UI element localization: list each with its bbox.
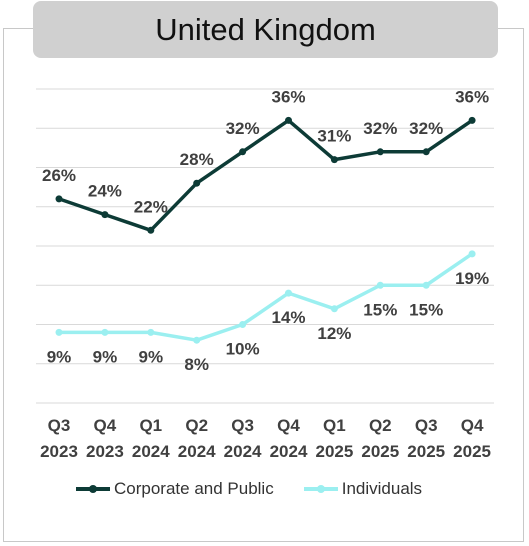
legend-swatch-individuals bbox=[303, 483, 338, 495]
x-tick-label-quarter: Q4 bbox=[461, 416, 484, 435]
data-point-individuals bbox=[101, 328, 109, 336]
data-point-corporate bbox=[193, 179, 201, 187]
x-tick-label-quarter: Q4 bbox=[94, 416, 117, 435]
data-label-corporate: 36% bbox=[455, 87, 489, 106]
data-point-individuals bbox=[193, 336, 201, 344]
series-line-individuals bbox=[57, 252, 474, 342]
data-label-corporate: 32% bbox=[409, 119, 443, 138]
data-label-individuals: 14% bbox=[271, 308, 305, 327]
x-tick-label-quarter: Q3 bbox=[415, 416, 438, 435]
data-point-corporate bbox=[376, 148, 384, 156]
x-tick-label-year: 2024 bbox=[224, 442, 262, 461]
x-tick-label-quarter: Q3 bbox=[231, 416, 254, 435]
data-point-individuals bbox=[285, 289, 292, 297]
legend-item-individuals: Individuals bbox=[303, 479, 423, 499]
data-label-individuals: 15% bbox=[409, 300, 443, 319]
gridlines bbox=[36, 88, 494, 404]
x-tick-label-year: 2024 bbox=[178, 442, 216, 461]
data-point-corporate bbox=[422, 148, 430, 156]
data-point-corporate bbox=[330, 156, 338, 164]
data-labels: 26% 24% 22% 28% 32% 36% 31% 32% 32% 36% 9% 9% 9% 8% 10… bbox=[42, 87, 489, 374]
data-label-corporate: 31% bbox=[317, 127, 351, 146]
x-tick-label-quarter: Q3 bbox=[48, 416, 71, 435]
data-label-individuals: 10% bbox=[226, 340, 260, 359]
x-tick-label-year: 2025 bbox=[453, 442, 491, 461]
x-tick-label-year: 2023 bbox=[86, 442, 124, 461]
data-label-corporate: 22% bbox=[134, 197, 168, 216]
data-point-corporate bbox=[239, 148, 247, 156]
x-tick-label-year: 2025 bbox=[407, 442, 445, 461]
data-point-corporate bbox=[147, 226, 155, 234]
data-label-individuals: 15% bbox=[363, 300, 397, 319]
x-tick-label-quarter: Q1 bbox=[139, 416, 162, 435]
data-label-corporate: 24% bbox=[88, 182, 122, 201]
x-tick-label-quarter: Q2 bbox=[369, 416, 392, 435]
x-tick-label-year: 2025 bbox=[361, 442, 399, 461]
x-tick-label-year: 2024 bbox=[270, 442, 308, 461]
legend: Corporate and Public Individuals bbox=[76, 477, 496, 501]
x-tick-label-year: 2025 bbox=[315, 442, 353, 461]
data-label-corporate: 28% bbox=[180, 150, 214, 169]
chart-title: United Kingdom bbox=[155, 11, 376, 47]
chart-title-box: United Kingdom bbox=[33, 1, 498, 58]
legend-label-corporate: Corporate and Public bbox=[114, 479, 274, 498]
x-tick-label-year: 2024 bbox=[132, 442, 170, 461]
data-label-corporate: 32% bbox=[363, 119, 397, 138]
data-label-individuals: 12% bbox=[317, 324, 351, 343]
x-tick-label-year: 2023 bbox=[40, 442, 78, 461]
x-tick-label-quarter: Q4 bbox=[277, 416, 300, 435]
data-label-corporate: 32% bbox=[226, 119, 260, 138]
x-tick-label-quarter: Q1 bbox=[323, 416, 346, 435]
data-point-individuals bbox=[330, 305, 338, 313]
data-point-individuals bbox=[55, 328, 63, 336]
data-label-individuals: 9% bbox=[139, 347, 164, 366]
legend-item-corporate: Corporate and Public bbox=[76, 479, 274, 499]
data-point-individuals bbox=[376, 281, 384, 289]
data-label-individuals: 9% bbox=[47, 347, 72, 366]
legend-swatch-corporate bbox=[76, 483, 110, 495]
data-point-individuals bbox=[422, 281, 430, 289]
legend-label-individuals: Individuals bbox=[341, 479, 423, 498]
data-label-individuals: 9% bbox=[93, 347, 118, 366]
data-point-corporate bbox=[468, 116, 476, 124]
data-point-individuals bbox=[147, 328, 155, 336]
x-axis-labels: Q3 2023 Q4 2023 Q1 2024 Q2 2024 Q3 2024 Q4 2024 Q1 20… bbox=[40, 416, 491, 461]
data-label-individuals: 8% bbox=[184, 355, 209, 374]
data-point-individuals bbox=[468, 250, 476, 258]
data-point-corporate bbox=[285, 116, 292, 124]
data-point-corporate bbox=[101, 211, 109, 219]
data-label-corporate: 26% bbox=[42, 166, 76, 185]
data-label-corporate: 36% bbox=[271, 87, 305, 106]
series-points bbox=[55, 116, 476, 344]
data-label-individuals: 19% bbox=[455, 269, 489, 288]
data-point-individuals bbox=[239, 321, 247, 328]
series-lines bbox=[57, 118, 474, 342]
data-point-corporate bbox=[55, 195, 63, 203]
series-line-corporate bbox=[57, 118, 474, 233]
x-tick-label-quarter: Q2 bbox=[185, 416, 208, 435]
